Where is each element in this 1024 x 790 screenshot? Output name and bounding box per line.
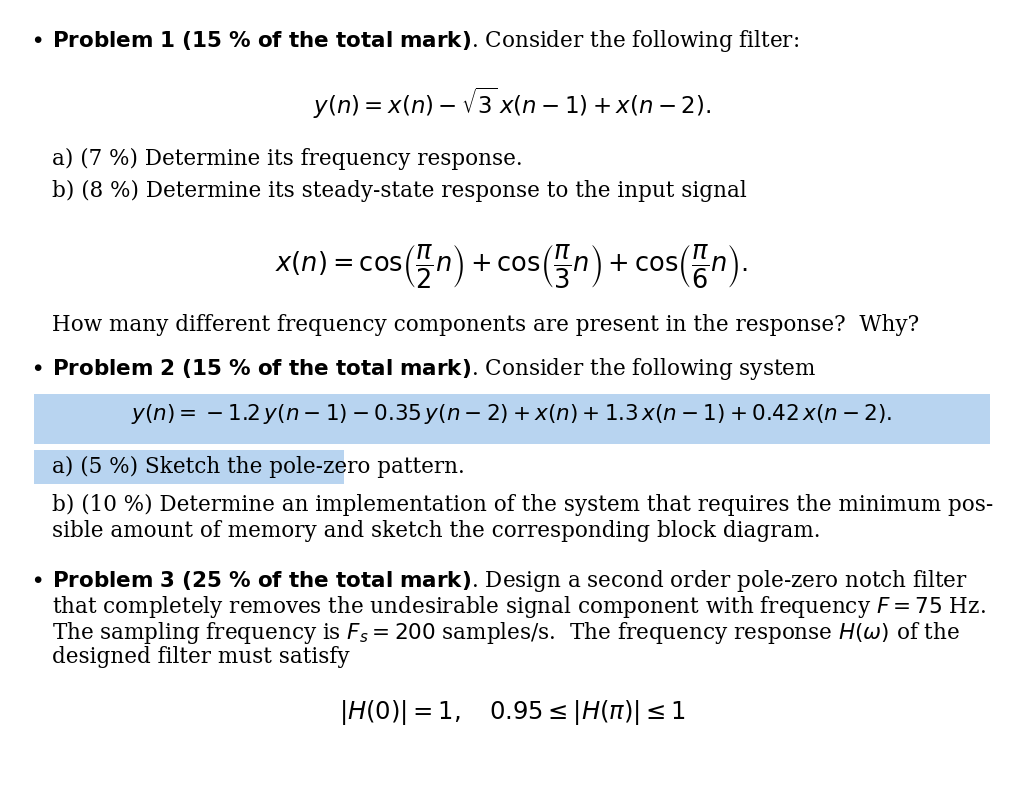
FancyBboxPatch shape bbox=[34, 394, 990, 444]
Text: $\bullet$: $\bullet$ bbox=[30, 28, 43, 50]
Text: b) (8 %) Determine its steady-state response to the input signal: b) (8 %) Determine its steady-state resp… bbox=[52, 180, 746, 202]
Text: How many different frequency components are present in the response?  Why?: How many different frequency components … bbox=[52, 314, 920, 336]
Text: $\bullet$: $\bullet$ bbox=[30, 568, 43, 590]
FancyBboxPatch shape bbox=[34, 450, 344, 484]
Text: designed filter must satisfy: designed filter must satisfy bbox=[52, 646, 349, 668]
Text: b) (10 %) Determine an implementation of the system that requires the minimum po: b) (10 %) Determine an implementation of… bbox=[52, 494, 993, 516]
Text: a) (5 %) Sketch the pole-zero pattern.: a) (5 %) Sketch the pole-zero pattern. bbox=[52, 456, 465, 478]
Text: $x(n) = \cos\!\left(\dfrac{\pi}{2}n\right) + \cos\!\left(\dfrac{\pi}{3}n\right) : $x(n) = \cos\!\left(\dfrac{\pi}{2}n\righ… bbox=[275, 242, 749, 290]
Text: a) (7 %) Determine its frequency response.: a) (7 %) Determine its frequency respons… bbox=[52, 148, 522, 170]
Text: $\mathbf{Problem\ 1\ (15\ \%\ of\ the\ total\ mark)}$. Consider the following fi: $\mathbf{Problem\ 1\ (15\ \%\ of\ the\ t… bbox=[52, 28, 800, 54]
Text: $y(n) = -1.2\,y(n-1) - 0.35\,y(n-2) + x(n) + 1.3\,x(n-1) + 0.42\,x(n-2).$: $y(n) = -1.2\,y(n-1) - 0.35\,y(n-2) + x(… bbox=[131, 402, 893, 426]
Text: that completely removes the undesirable signal component with frequency $F = 75$: that completely removes the undesirable … bbox=[52, 594, 986, 620]
Text: $y(n) = x(n) - \sqrt{3}\, x(n-1) + x(n-2).$: $y(n) = x(n) - \sqrt{3}\, x(n-1) + x(n-2… bbox=[313, 86, 711, 122]
Text: sible amount of memory and sketch the corresponding block diagram.: sible amount of memory and sketch the co… bbox=[52, 520, 820, 542]
Text: $\mathbf{Problem\ 3\ (25\ \%\ of\ the\ total\ mark)}$. Design a second order pol: $\mathbf{Problem\ 3\ (25\ \%\ of\ the\ t… bbox=[52, 568, 968, 594]
Text: The sampling frequency is $F_s = 200$ samples/s.  The frequency response $H(\ome: The sampling frequency is $F_s = 200$ sa… bbox=[52, 620, 961, 646]
Text: $\mathbf{Problem\ 2\ (15\ \%\ of\ the\ total\ mark)}$. Consider the following sy: $\mathbf{Problem\ 2\ (15\ \%\ of\ the\ t… bbox=[52, 356, 816, 382]
Text: $\bullet$: $\bullet$ bbox=[30, 356, 43, 378]
Text: $|H(0)| = 1, \quad 0.95 \leq |H(\pi)| \leq 1$: $|H(0)| = 1, \quad 0.95 \leq |H(\pi)| \l… bbox=[339, 698, 685, 727]
